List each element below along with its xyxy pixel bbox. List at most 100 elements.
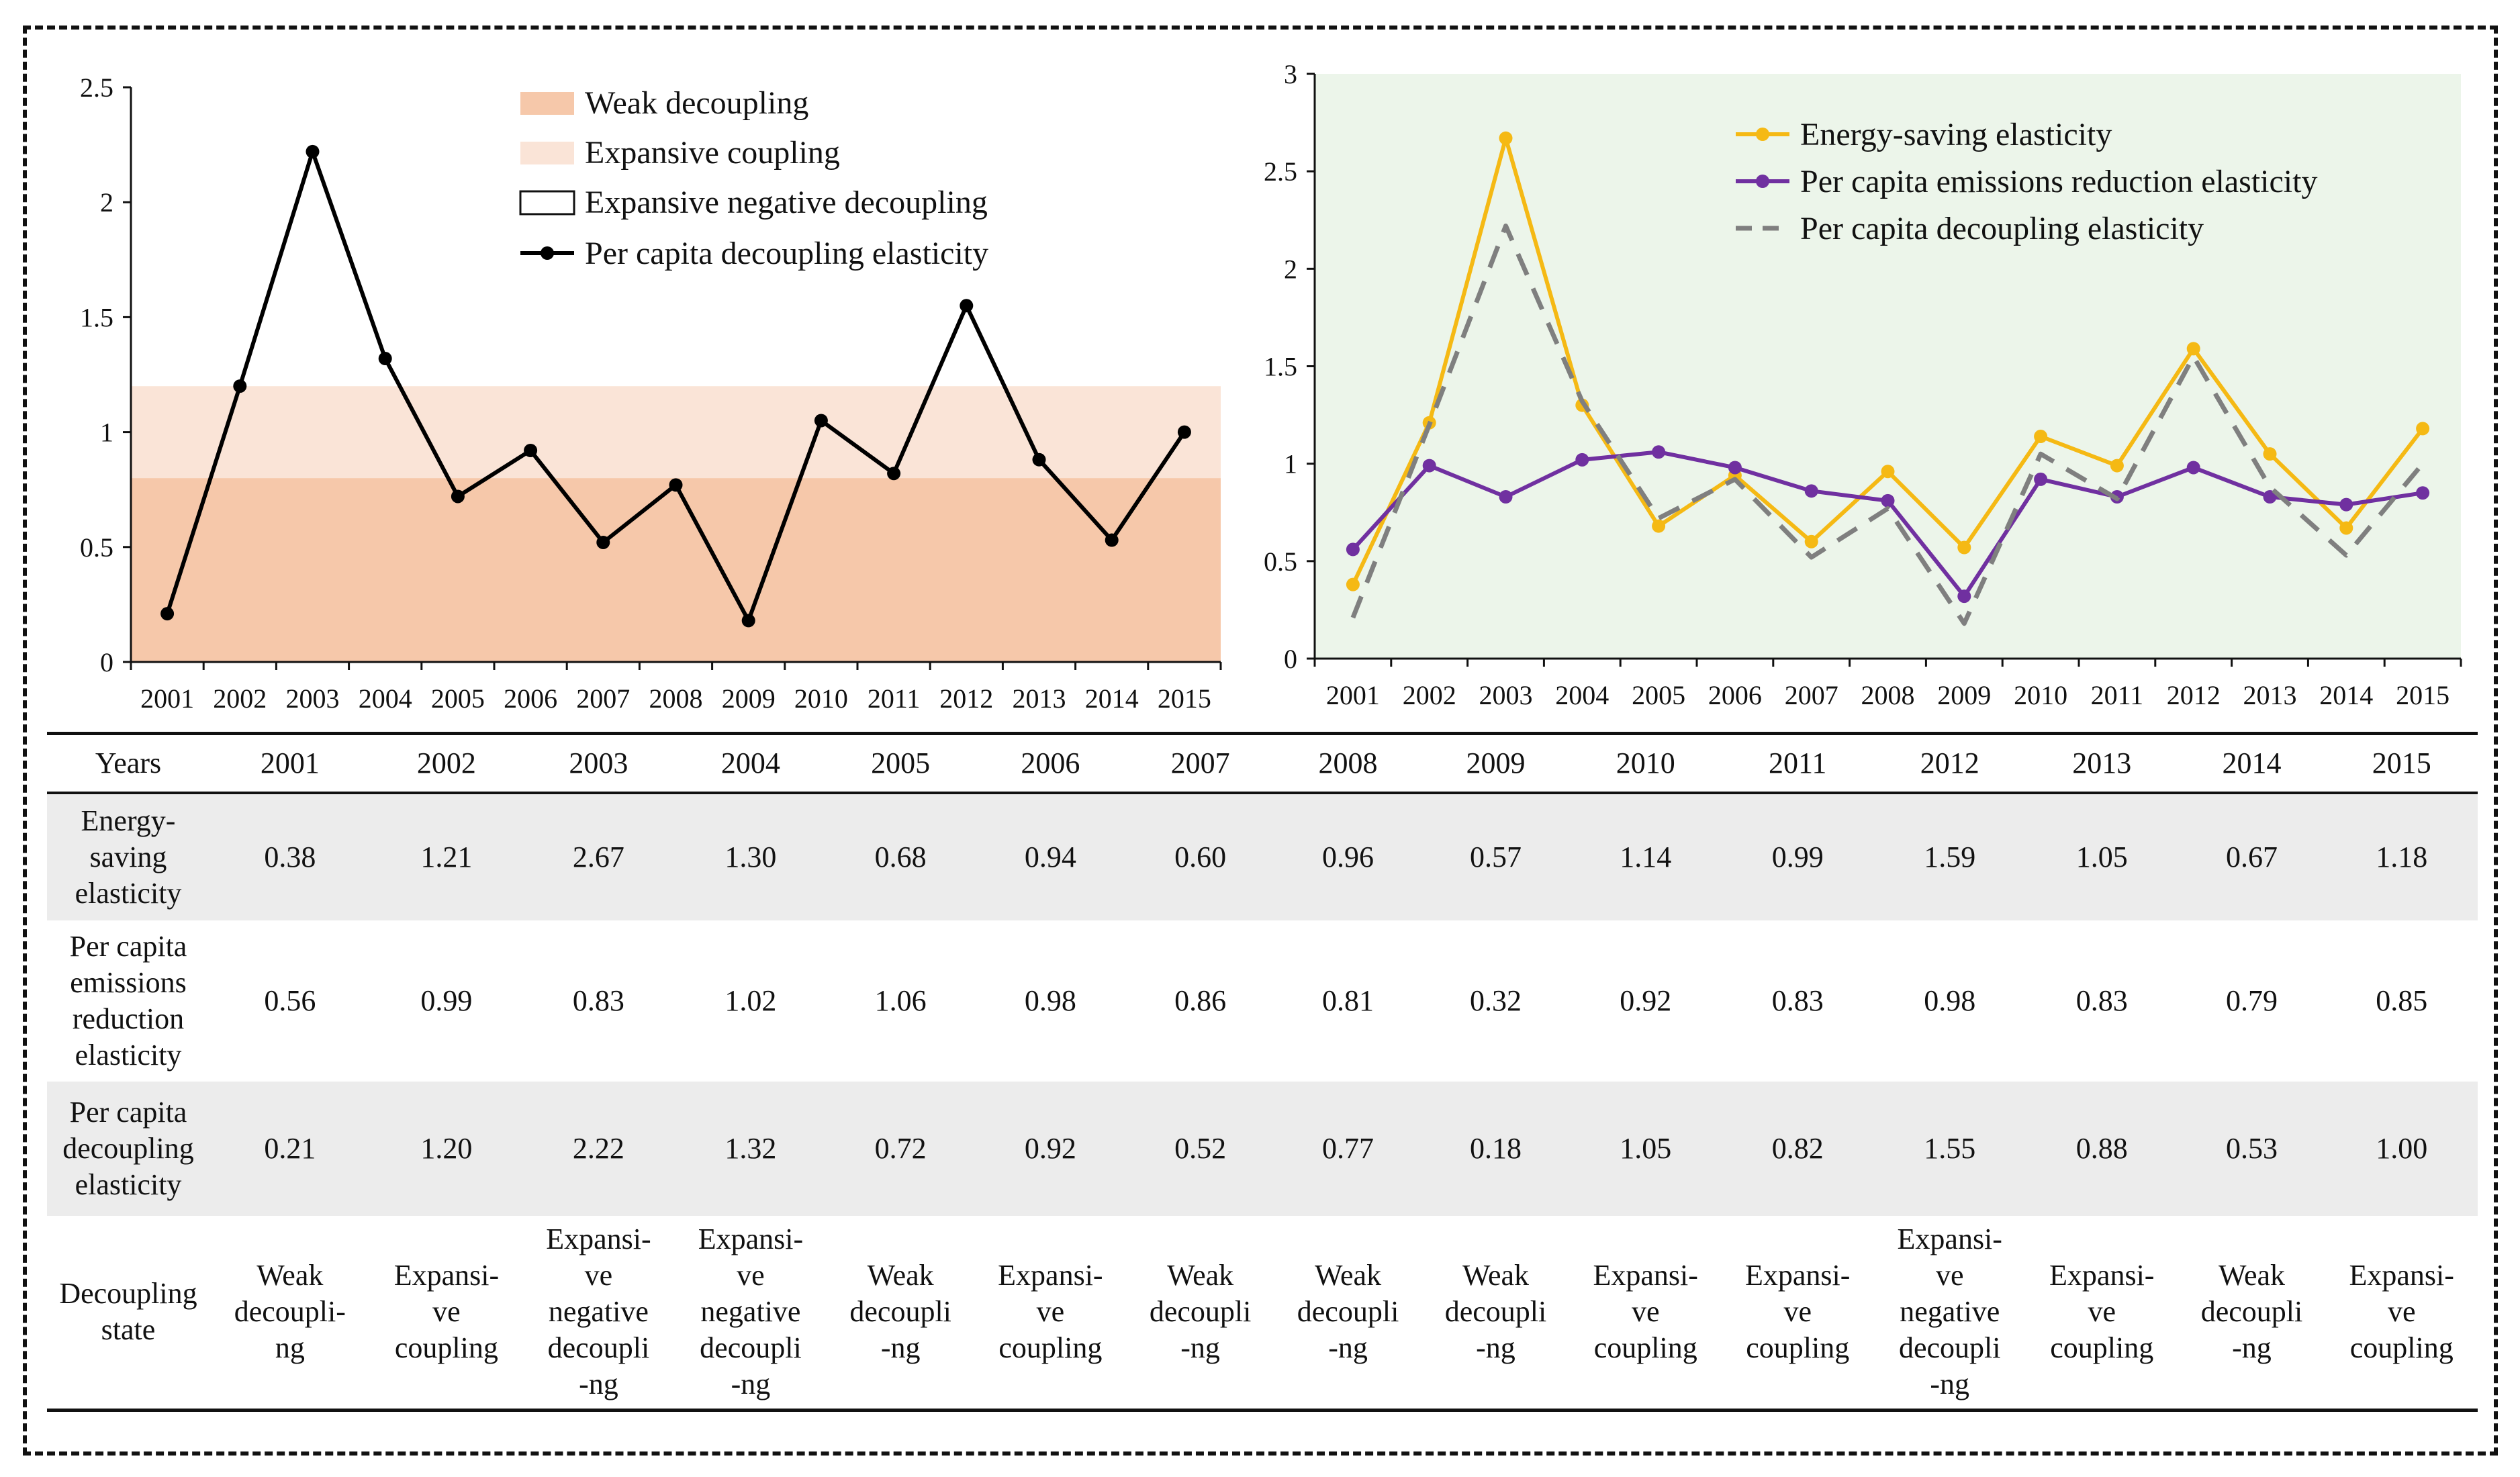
cell-line: ve [2387,1295,2416,1329]
x-tick-label: 2005 [431,683,485,714]
data-point [741,614,755,628]
year-header: 2013 [2026,732,2178,794]
cell-line: -ng [880,1331,921,1365]
right-chart: 0 0.5 1 1.5 2 2.5 3 2001 2002 2003 2004 2005 2006 200… [1264,59,2462,710]
cell-line: ve [737,1259,765,1292]
value-cell: 1.05 [2026,792,2178,920]
cell-line: Expansi- [698,1223,804,1256]
cell-line: Expansi- [1745,1259,1851,1292]
legend-label: Per capita emissions reduction elasticit… [1800,164,2317,199]
cell-line: decoupli [700,1331,802,1365]
value-cell: 0.32 [1469,984,1522,1017]
data-point [1422,459,1436,473]
year-header: 2015 [2325,732,2478,794]
cell-line: decoupli [2200,1295,2303,1329]
data-point [1804,534,1818,549]
table-row: Per capita decoupling elasticity 0.21 1.20 2.… [47,1081,2478,1216]
cell-line: decoupling [62,1131,194,1165]
y-tick-label: 2.5 [1264,156,1297,187]
cell-line: ve [584,1259,613,1292]
x-tick-label: 2006 [1708,680,1762,710]
legend-marker [1756,128,1769,141]
data-point [2034,472,2048,486]
year-header: 2006 [974,732,1127,794]
value-cell: 0.86 [1174,984,1227,1017]
value-cell: 0.99 [420,984,473,1017]
cell-line: saving [89,840,167,873]
value-cell: 1.32 [674,1081,827,1216]
data-point [960,299,974,313]
cell-line: emissions [70,965,187,999]
x-tick-label: 2004 [1555,680,1609,710]
cell-line: negative [700,1295,801,1329]
state-cell: Expansi-ve negative decoupli -ng [674,1215,827,1412]
data-point [1575,452,1589,467]
x-tick-label: 2005 [1632,680,1685,710]
y-tick-label: 2 [100,187,113,218]
cell-line: -ng [731,1368,771,1401]
value-cell: 2.22 [522,1081,675,1216]
x-tick-label: 2001 [1326,680,1380,710]
data-point [2339,521,2353,535]
value-cell: 0.83 [572,984,624,1017]
x-tick-label: 2012 [939,683,993,714]
x-tick-label: 2009 [722,683,776,714]
year-header: 2003 [522,732,675,794]
series-line-2 [1350,223,2425,626]
data-point [1346,577,1360,591]
year-header: 2009 [1421,732,1570,794]
y-tick-label: 0 [100,647,113,677]
data-point [1957,589,1971,604]
cell-line: coupling [998,1331,1103,1365]
legend-label: Per capita decoupling elasticity [585,236,988,271]
value-cell: 0.21 [209,1081,371,1216]
cell-line: Weak [2218,1259,2286,1292]
cell-line: coupling [1746,1331,1850,1365]
cell-line: Weak [867,1259,934,1292]
value-cell: 0.92 [1620,984,1672,1017]
x-tick-label: 2011 [2091,680,2144,710]
value-cell: 0.53 [2178,1081,2326,1216]
data-point [2110,459,2124,473]
data-point [1652,519,1666,533]
band-1 [131,386,1221,479]
cell-line: elasticity [75,876,182,910]
legend-marker [1756,175,1769,188]
x-tick-label: 2014 [2319,680,2373,710]
data-point [887,467,901,481]
cell-line: ve [1036,1295,1065,1329]
data-point [1346,542,1360,557]
x-tick-label: 2004 [359,683,412,714]
table-row: Energy-saving elasticity 0.38 1.21 2.67 1.30 0… [47,792,2478,920]
data-point [1105,533,1119,547]
value-cell: 0.85 [2376,984,2428,1017]
data-point [1881,465,1895,479]
value-cell: 1.30 [674,792,827,920]
value-cell: 0.83 [2075,984,2128,1017]
cell-line: decoupli- [234,1295,346,1329]
cell-line: -ng [579,1368,618,1401]
value-cell: 2.67 [522,792,675,920]
cell-line: Expansi- [2049,1259,2155,1292]
data-point [1957,540,1971,555]
year-header: 2008 [1274,732,1422,794]
years-header: Years [47,732,209,794]
state-cell: Expansi-ve negative decoupli -ng [522,1215,675,1412]
data-point [669,478,683,492]
value-cell: 0.83 [1771,984,1824,1017]
y-tick-label: 1.5 [80,302,113,332]
value-cell: 1.55 [1873,1081,2026,1216]
table-row: Decoupling state Weak decoupli-ng Expansi-ve… [47,1215,2478,1412]
table-row: Per capita emissions reduction elasticity 0.… [47,920,2478,1082]
plot-background [1315,74,2461,659]
data-point [451,489,465,504]
value-cell: 0.38 [209,792,371,920]
state-cell: Expansi-ve coupling [1569,1215,1722,1412]
row-label: Energy-saving elasticity [47,792,209,920]
x-tick-label: 2015 [1158,683,1211,714]
cell-line: Weak [1315,1259,1382,1292]
cell-line: coupling [394,1331,498,1365]
legend-marker [541,246,554,260]
